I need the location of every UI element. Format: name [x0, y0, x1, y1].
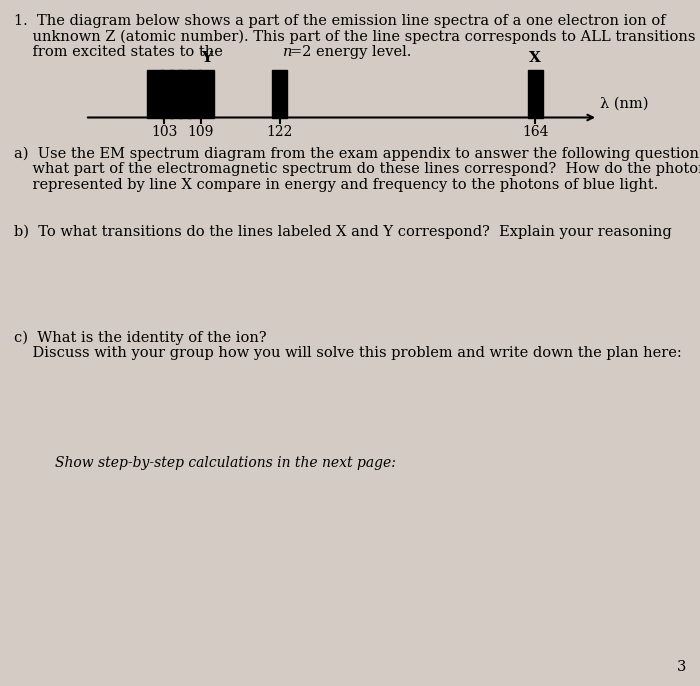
Text: n: n [283, 45, 293, 59]
Text: unknown Z (atomic number). This part of the line spectra corresponds to ALL tran: unknown Z (atomic number). This part of … [14, 29, 696, 44]
Text: from excited states to the: from excited states to the [14, 45, 228, 59]
Text: 1.  The diagram below shows a part of the emission line spectra of a one electro: 1. The diagram below shows a part of the… [14, 14, 666, 28]
Bar [199, 69, 214, 117]
Bar [528, 69, 542, 117]
Text: Discuss with your group how you will solve this problem and write down the plan : Discuss with your group how you will sol… [14, 346, 682, 360]
Text: 164: 164 [522, 126, 549, 139]
Text: 3: 3 [677, 660, 686, 674]
Text: 122: 122 [267, 126, 293, 139]
Text: represented by line X compare in energy and frequency to the photons of blue lig: represented by line X compare in energy … [14, 178, 658, 191]
Bar [161, 69, 173, 117]
Text: Y: Y [201, 51, 212, 65]
Bar [188, 69, 201, 117]
Text: what part of the electromagnetic spectrum do these lines correspond?  How do the: what part of the electromagnetic spectru… [14, 162, 700, 176]
Text: a)  Use the EM spectrum diagram from the exam appendix to answer the following q: a) Use the EM spectrum diagram from the … [14, 147, 700, 161]
Text: X: X [529, 51, 541, 65]
Bar [272, 69, 287, 117]
Bar [148, 69, 162, 117]
Text: 103: 103 [151, 126, 177, 139]
Text: b)  To what transitions do the lines labeled X and Y correspond?  Explain your r: b) To what transitions do the lines labe… [14, 225, 672, 239]
Bar [170, 69, 182, 117]
Text: Show step-by-step calculations in the next page:: Show step-by-step calculations in the ne… [55, 456, 396, 471]
Bar [179, 69, 192, 117]
Text: =2 energy level.: =2 energy level. [290, 45, 411, 59]
Text: λ (nm): λ (nm) [600, 97, 648, 110]
Text: c)  What is the identity of the ion?: c) What is the identity of the ion? [14, 331, 267, 345]
Text: 109: 109 [188, 126, 214, 139]
